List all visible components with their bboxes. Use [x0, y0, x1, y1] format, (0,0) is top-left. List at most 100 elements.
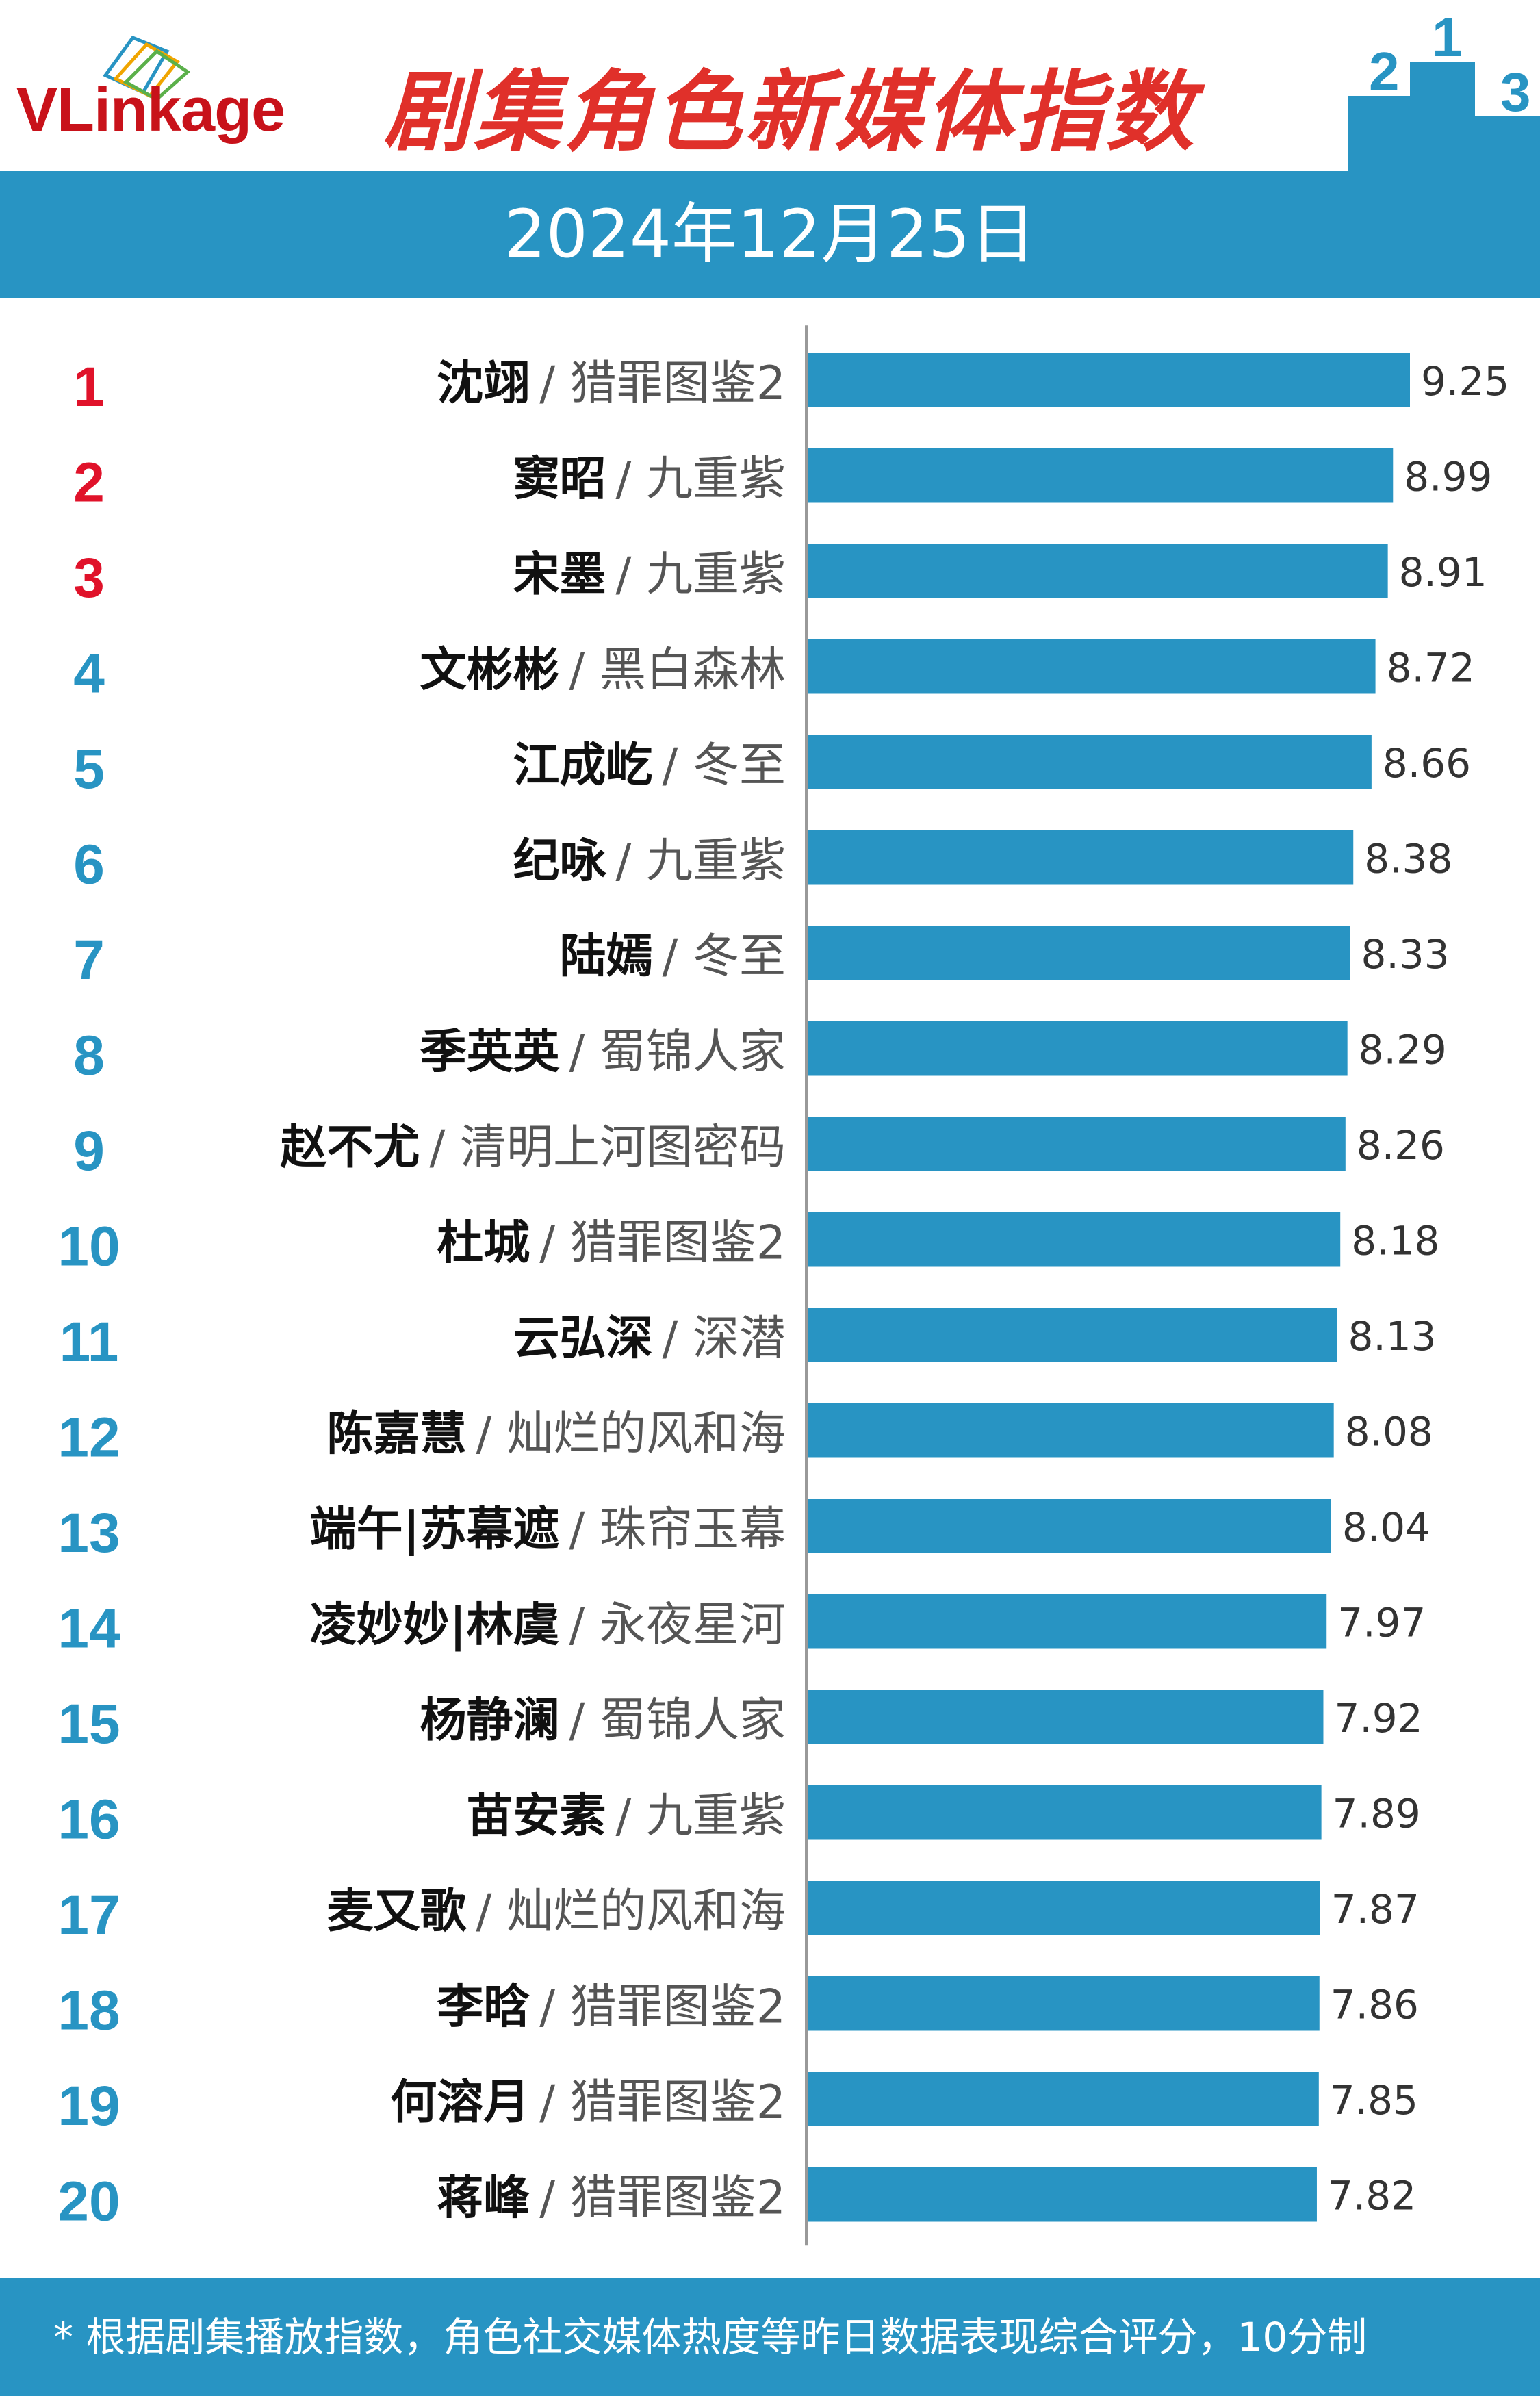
- rank-label: 19: [57, 2075, 120, 2137]
- bar: [808, 1117, 1346, 1171]
- row-label: 赵不尤 / 清明上河图密码: [280, 1121, 786, 1175]
- rank-label: 16: [57, 1789, 120, 1851]
- logo-text: VLinkage: [16, 75, 285, 146]
- character-name: 端午|苏幕遮: [310, 1503, 560, 1557]
- rank-label: 5: [73, 738, 105, 800]
- value-label: 8.18: [1351, 1218, 1439, 1264]
- value-label: 7.86: [1331, 1982, 1419, 2028]
- bar: [808, 639, 1376, 694]
- bar: [808, 1403, 1334, 1458]
- drama-name: / 黑白森林: [569, 643, 786, 698]
- drama-name: / 九重紫: [615, 548, 786, 602]
- bar: [808, 2167, 1317, 2222]
- character-name: 陆嫣: [559, 930, 652, 984]
- rank-label: 9: [73, 1120, 105, 1182]
- row-label: 蒋峰 / 猎罪图鉴2: [437, 2171, 786, 2226]
- date-banner: 2024年12月25日: [0, 171, 1540, 298]
- drama-name: / 冬至: [662, 739, 786, 793]
- rank-label: 17: [57, 1884, 120, 1946]
- character-name: 赵不尤: [280, 1121, 420, 1175]
- row-label: 凌妙妙|林虞 / 永夜星河: [310, 1598, 786, 1653]
- rank-label: 2: [73, 452, 105, 514]
- drama-name: / 珠帘玉幕: [569, 1503, 786, 1557]
- value-label: 8.99: [1404, 454, 1492, 500]
- character-name: 沈翊: [437, 357, 530, 411]
- bar: [808, 830, 1354, 885]
- drama-name: / 灿烂的风和海: [476, 1885, 786, 1939]
- character-name: 杜城: [437, 1216, 530, 1271]
- drama-name: / 猎罪图鉴2: [539, 2171, 786, 2226]
- drama-name: / 清明上河图密码: [429, 1121, 786, 1175]
- row-label: 陈嘉慧 / 灿烂的风和海: [326, 1407, 786, 1462]
- bar: [808, 1690, 1324, 1744]
- rank-label: 11: [60, 1311, 119, 1373]
- value-label: 7.97: [1337, 1600, 1426, 1646]
- bar: [808, 1881, 1320, 1935]
- drama-name: / 猎罪图鉴2: [539, 1980, 786, 2035]
- character-name: 何溶月: [390, 2076, 530, 2130]
- podium-label-2: 2: [1369, 41, 1400, 102]
- value-label: 9.25: [1421, 358, 1509, 405]
- bar: [808, 1308, 1337, 1362]
- value-label: 7.92: [1334, 1695, 1422, 1742]
- rank-label: 6: [73, 834, 105, 896]
- value-label: 8.72: [1387, 645, 1475, 691]
- bar: [808, 353, 1410, 407]
- rank-label: 4: [73, 643, 105, 705]
- logo-text-value: VLinkage: [16, 76, 285, 144]
- drama-name: / 灿烂的风和海: [476, 1407, 786, 1462]
- footer-note: * 根据剧集播放指数，角色社交媒体热度等昨日数据表现综合评分，10分制: [0, 2278, 1540, 2396]
- row-label: 苗安素 / 九重紫: [466, 1789, 786, 1844]
- bar: [808, 1785, 1322, 1840]
- row-label: 纪咏 / 九重紫: [513, 834, 786, 889]
- value-label: 8.26: [1357, 1122, 1445, 1169]
- row-label: 何溶月 / 猎罪图鉴2: [390, 2076, 786, 2130]
- character-name: 季英英: [420, 1025, 560, 1080]
- rank-label: 20: [57, 2171, 120, 2233]
- row-label: 沈翊 / 猎罪图鉴2: [437, 357, 786, 411]
- value-label: 8.66: [1383, 740, 1471, 787]
- value-label: 7.89: [1333, 1791, 1421, 1837]
- bar: [808, 448, 1394, 503]
- rank-label: 12: [57, 1407, 120, 1469]
- character-name: 苗安素: [466, 1789, 606, 1844]
- character-name: 窦昭: [513, 453, 606, 507]
- character-name: 云弘深: [513, 1312, 652, 1366]
- row-label: 杜城 / 猎罪图鉴2: [437, 1216, 786, 1271]
- row-label: 杨静澜 / 蜀锦人家: [420, 1694, 786, 1748]
- character-name: 杨静澜: [420, 1694, 559, 1748]
- character-name: 蒋峰: [437, 2171, 530, 2226]
- row-label: 陆嫣 / 冬至: [559, 930, 786, 984]
- bar: [808, 1594, 1327, 1649]
- podium-label-1: 1: [1432, 14, 1463, 68]
- row-label: 麦又歌 / 灿烂的风和海: [326, 1885, 786, 1939]
- row-label: 云弘深 / 深潜: [513, 1312, 786, 1366]
- bar: [808, 1976, 1320, 2031]
- rank-label: 10: [57, 1216, 120, 1278]
- row-label: 李晗 / 猎罪图鉴2: [437, 1980, 786, 2035]
- character-name: 文彬彬: [420, 643, 559, 698]
- drama-name: / 九重紫: [615, 1789, 786, 1844]
- podium-icon: 2 1 3: [1348, 14, 1540, 171]
- value-label: 7.87: [1331, 1886, 1420, 1933]
- value-label: 8.08: [1345, 1409, 1433, 1455]
- value-label: 8.04: [1342, 1504, 1430, 1551]
- ranking-bar-chart: 1 沈翊 / 猎罪图鉴2 9.252 窦昭 / 九重紫 8.993 宋墨 / 九重紫 8.914 文…: [57, 325, 1509, 2246]
- row-label: 端午|苏幕遮 / 珠帘玉幕: [310, 1503, 786, 1557]
- row-label: 江成屹 / 冬至: [513, 739, 786, 793]
- row-label: 宋墨 / 九重紫: [513, 548, 786, 602]
- row-label: 窦昭 / 九重紫: [513, 453, 786, 507]
- bar: [808, 544, 1388, 598]
- rank-label: 1: [73, 356, 105, 418]
- drama-name: / 永夜星河: [569, 1598, 786, 1653]
- character-name: 凌妙妙|林虞: [310, 1598, 560, 1653]
- drama-name: / 冬至: [662, 930, 786, 984]
- drama-name: / 蜀锦人家: [569, 1694, 786, 1748]
- bar: [808, 735, 1372, 789]
- value-label: 7.85: [1330, 2077, 1418, 2124]
- character-name: 陈嘉慧: [326, 1407, 466, 1462]
- rank-label: 15: [57, 1693, 120, 1755]
- character-name: 江成屹: [513, 739, 652, 793]
- row-label: 季英英 / 蜀锦人家: [420, 1025, 786, 1080]
- bar: [808, 1021, 1348, 1076]
